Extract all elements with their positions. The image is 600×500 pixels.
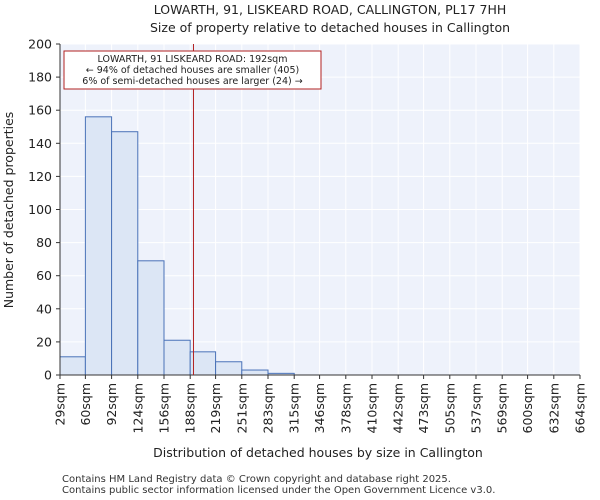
chart-subtitle: Size of property relative to detached ho… <box>150 20 510 35</box>
bar <box>59 356 86 376</box>
x-tick-label: 410sqm <box>365 383 380 433</box>
footer-copyright: Contains HM Land Registry data © Crown c… <box>62 474 451 485</box>
axes: 0 20 40 60 80 100 120 140 160 180 200 29sqm 60sqm 92s… <box>28 37 587 434</box>
y-tick-label: 20 <box>36 334 52 349</box>
annotation-line-1: LOWARTH, 91 LISKEARD ROAD: 192sqm <box>98 54 288 65</box>
y-tick-label: 60 <box>36 268 52 283</box>
y-tick-label: 200 <box>28 37 52 52</box>
y-tick-label: 40 <box>36 301 52 316</box>
annotation-box: LOWARTH, 91 LISKEARD ROAD: 192sqm ← 94% … <box>63 50 322 90</box>
x-tick-label: 124sqm <box>130 383 145 433</box>
bar <box>111 131 139 376</box>
x-tick-label: 378sqm <box>338 383 353 433</box>
y-tick-label: 100 <box>28 202 52 217</box>
x-tick-label: 537sqm <box>469 383 484 433</box>
x-tick-label: 473sqm <box>416 383 431 433</box>
x-tick-label: 188sqm <box>183 383 198 433</box>
annotation-line-2: ← 94% of detached houses are smaller (40… <box>86 65 299 76</box>
bar <box>84 116 113 376</box>
bar <box>137 260 165 376</box>
x-tick-label: 315sqm <box>287 383 302 433</box>
x-tick-label: 346sqm <box>312 383 327 433</box>
x-tick-label: 632sqm <box>546 383 561 433</box>
y-tick-label: 0 <box>44 368 52 383</box>
y-tick-label: 160 <box>28 103 52 118</box>
x-tick-label: 60sqm <box>78 383 93 426</box>
chart-title: LOWARTH, 91, LISKEARD ROAD, CALLINGTON, … <box>154 2 507 17</box>
annotation-border <box>63 50 322 90</box>
x-tick-label: 664sqm <box>573 383 588 433</box>
x-tick-label: 219sqm <box>208 383 223 433</box>
bar <box>241 369 269 376</box>
x-tick-label: 442sqm <box>391 383 406 433</box>
bar <box>163 339 191 376</box>
bar <box>189 351 217 376</box>
x-tick-label: 569sqm <box>495 383 510 433</box>
bar <box>215 361 243 376</box>
x-axis-label: Distribution of detached houses by size … <box>153 445 483 460</box>
x-tick-label: 505sqm <box>442 383 457 433</box>
annotation-line-3: 6% of semi-detached houses are larger (2… <box>82 76 302 87</box>
y-tick-label: 140 <box>28 136 52 151</box>
x-tick-label: 600sqm <box>520 383 535 433</box>
y-tick-label: 80 <box>36 235 52 250</box>
y-tick-label: 120 <box>28 169 52 184</box>
x-tick-label: 156sqm <box>157 383 172 433</box>
footer-licence: Contains public sector information licen… <box>62 485 496 496</box>
y-axis-label: Number of detached properties <box>1 112 16 309</box>
x-tick-label: 92sqm <box>104 383 119 426</box>
bars <box>59 116 295 376</box>
x-tick-label: 283sqm <box>261 383 276 433</box>
x-tick-label: 251sqm <box>234 383 249 433</box>
x-tick-label: 29sqm <box>53 383 68 426</box>
y-tick-label: 180 <box>28 70 52 85</box>
